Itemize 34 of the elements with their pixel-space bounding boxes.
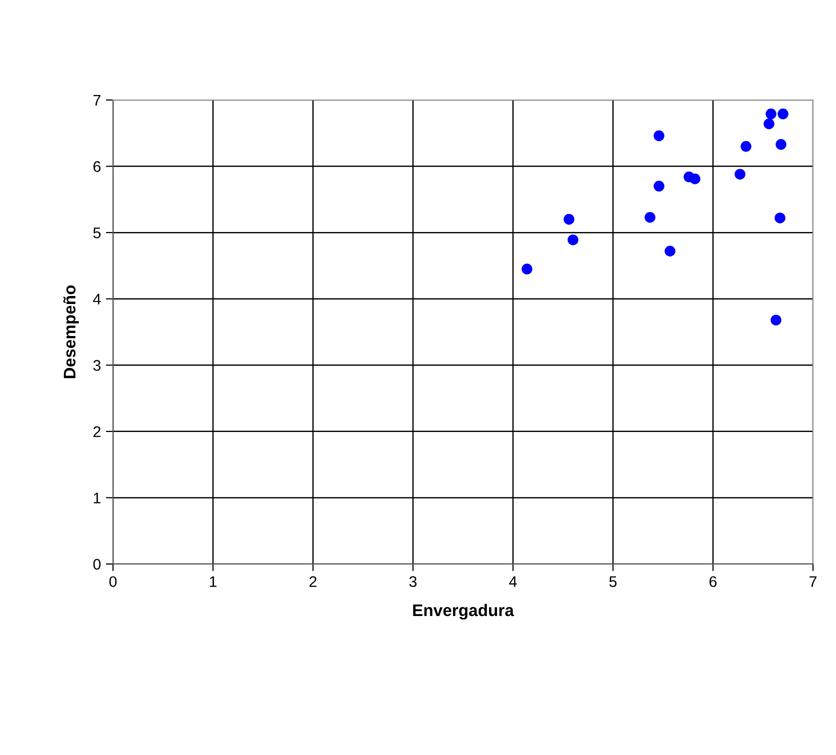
point	[734, 168, 746, 180]
x-tick-label: 1	[210, 576, 217, 587]
x-axis-title: Envergadura	[413, 604, 514, 620]
point	[770, 314, 782, 326]
point	[690, 174, 700, 184]
y-tick-label: 6	[93, 161, 101, 172]
x-tick-label: 6	[710, 576, 717, 588]
point	[740, 141, 752, 152]
y-axis-title: Desempeño	[63, 285, 79, 378]
point	[522, 264, 532, 274]
point	[776, 139, 786, 150]
y-tick-label: 5	[93, 228, 101, 238]
x-tick-label: 0	[109, 576, 117, 588]
point	[644, 212, 656, 223]
point	[778, 108, 788, 120]
point	[764, 118, 774, 130]
x-tick-label: 4	[509, 576, 517, 587]
point	[774, 212, 786, 224]
y-tick-label: 2	[93, 426, 100, 437]
y-tick-label: 3	[93, 360, 101, 371]
x-tick-label: 2	[310, 576, 316, 587]
x-tick-label: 3	[409, 576, 417, 588]
point	[568, 234, 578, 246]
y-tick-label: 4	[93, 294, 101, 304]
point	[664, 246, 676, 257]
y-tick-label: 1	[94, 492, 100, 504]
point	[654, 180, 664, 192]
y-tick-label: 0	[93, 558, 101, 570]
point	[766, 108, 776, 120]
x-tick-label: 7	[810, 576, 816, 587]
point	[654, 130, 664, 142]
y-tick-label: 7	[93, 95, 100, 106]
x-tick-label: 5	[609, 576, 617, 588]
point	[564, 214, 574, 225]
